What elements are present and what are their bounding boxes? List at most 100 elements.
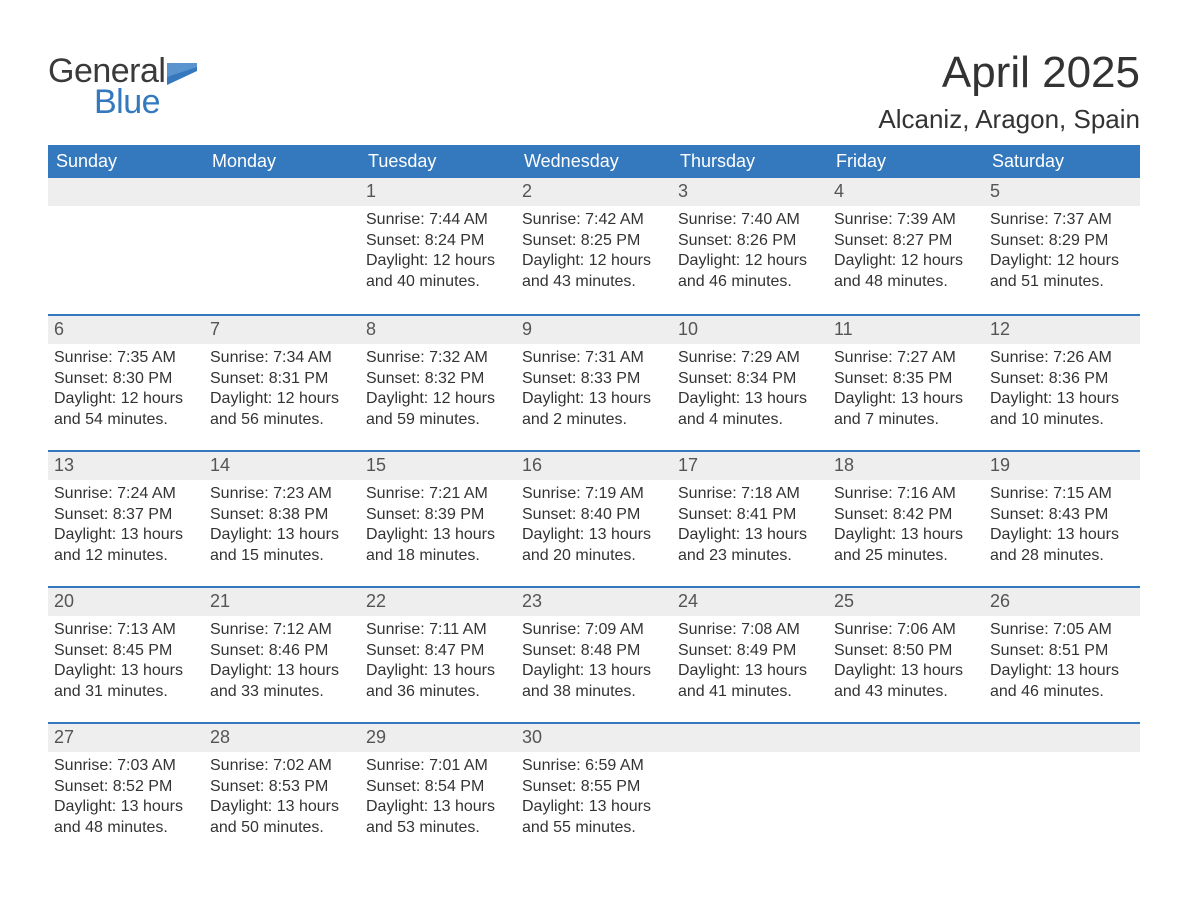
day-header-fri: Friday: [828, 145, 984, 178]
daylight2-line: and 28 minutes.: [990, 546, 1134, 567]
day-number: 25: [834, 591, 854, 611]
calendar-cell: 23Sunrise: 7:09 AMSunset: 8:48 PMDayligh…: [516, 588, 672, 714]
daylight1-line: Daylight: 13 hours: [834, 661, 978, 682]
daynum-row: 22: [360, 588, 516, 616]
calendar-cell: 30 Sunrise: 6:59 AMSunset: 8:55 PMDayligh…: [516, 724, 672, 850]
sunrise-line: Sunrise: 7:01 AM: [366, 756, 510, 777]
daylight1-line: Daylight: 13 hours: [522, 797, 666, 818]
week-row: 27Sunrise: 7:03 AMSunset: 8:52 PMDayligh…: [48, 722, 1140, 850]
daylight1-line: Daylight: 13 hours: [678, 389, 822, 410]
calendar-cell: 12Sunrise: 7:26 AMSunset: 8:36 PMDayligh…: [984, 316, 1140, 442]
daynum-row: 16: [516, 452, 672, 480]
sunset-line: Sunset: 8:39 PM: [366, 505, 510, 526]
sunset-line: Sunset: 8:42 PM: [834, 505, 978, 526]
day-number: 28: [210, 727, 230, 747]
daynum-row: 8: [360, 316, 516, 344]
daylight2-line: and 23 minutes.: [678, 546, 822, 567]
sunset-line: Sunset: 8:40 PM: [522, 505, 666, 526]
sunset-line: Sunset: 8:55 PM: [522, 777, 666, 798]
calendar-cell: [204, 178, 360, 306]
day-number: 15: [366, 455, 386, 475]
daylight1-line: Daylight: 13 hours: [522, 389, 666, 410]
sunrise-line: Sunrise: 7:44 AM: [366, 210, 510, 231]
daynum-row: 25: [828, 588, 984, 616]
calendar-cell: [828, 724, 984, 850]
calendar-cell: 16Sunrise: 7:19 AMSunset: 8:40 PMDayligh…: [516, 452, 672, 578]
sunrise-line: Sunrise: 7:23 AM: [210, 484, 354, 505]
sunset-line: Sunset: 8:51 PM: [990, 641, 1134, 662]
sunrise-line: Sunrise: 7:31 AM: [522, 348, 666, 369]
day-number: 4: [834, 181, 844, 201]
calendar-cell: 1Sunrise: 7:44 AMSunset: 8:24 PMDaylight…: [360, 178, 516, 306]
calendar-cell: 5Sunrise: 7:37 AMSunset: 8:29 PMDaylight…: [984, 178, 1140, 306]
day-number: 12: [990, 319, 1010, 339]
daylight1-line: Daylight: 13 hours: [210, 661, 354, 682]
daylight2-line: and 43 minutes.: [522, 272, 666, 293]
daynum-row: 21: [204, 588, 360, 616]
daynum-row: 13: [48, 452, 204, 480]
daylight1-line: Daylight: 12 hours: [54, 389, 198, 410]
daylight1-line: Daylight: 13 hours: [990, 389, 1134, 410]
calendar-cell: 13Sunrise: 7:24 AMSunset: 8:37 PMDayligh…: [48, 452, 204, 578]
sunrise-line: Sunrise: 7:13 AM: [54, 620, 198, 641]
calendar: Sunday Monday Tuesday Wednesday Thursday…: [48, 145, 1140, 850]
day-number: 30: [522, 727, 542, 747]
calendar-cell: 22Sunrise: 7:11 AMSunset: 8:47 PMDayligh…: [360, 588, 516, 714]
sunset-line: Sunset: 8:37 PM: [54, 505, 198, 526]
daylight1-line: Daylight: 13 hours: [210, 525, 354, 546]
calendar-cell: 18Sunrise: 7:16 AMSunset: 8:42 PMDayligh…: [828, 452, 984, 578]
daynum-row: 26: [984, 588, 1140, 616]
daylight1-line: Daylight: 12 hours: [366, 389, 510, 410]
daylight1-line: Daylight: 13 hours: [990, 661, 1134, 682]
daylight1-line: Daylight: 13 hours: [522, 661, 666, 682]
sunset-line: Sunset: 8:47 PM: [366, 641, 510, 662]
sunrise-line: Sunrise: 7:26 AM: [990, 348, 1134, 369]
sunrise-line: Sunrise: 7:02 AM: [210, 756, 354, 777]
calendar-cell: 21Sunrise: 7:12 AMSunset: 8:46 PMDayligh…: [204, 588, 360, 714]
daynum-row: [48, 178, 204, 206]
week-row: 6Sunrise: 7:35 AMSunset: 8:30 PMDaylight…: [48, 314, 1140, 442]
daylight1-line: Daylight: 13 hours: [834, 525, 978, 546]
daylight2-line: and 50 minutes.: [210, 818, 354, 839]
sunrise-line: Sunrise: 7:34 AM: [210, 348, 354, 369]
flag-icon: [167, 63, 197, 85]
daylight2-line: and 31 minutes.: [54, 682, 198, 703]
daylight1-line: Daylight: 13 hours: [54, 661, 198, 682]
sunrise-line: Sunrise: 7:08 AM: [678, 620, 822, 641]
sunrise-line: Sunrise: 7:27 AM: [834, 348, 978, 369]
day-number: 24: [678, 591, 698, 611]
daylight2-line: and 4 minutes.: [678, 410, 822, 431]
daynum-row: 1: [360, 178, 516, 206]
day-number: 8: [366, 319, 376, 339]
daynum-row: 18: [828, 452, 984, 480]
daylight1-line: Daylight: 13 hours: [990, 525, 1134, 546]
day-number: 11: [834, 319, 853, 339]
sunrise-line: Sunrise: 7:09 AM: [522, 620, 666, 641]
daynum-row: 4: [828, 178, 984, 206]
daynum-row: 12: [984, 316, 1140, 344]
sunrise-line: Sunrise: 6:59 AM: [522, 756, 666, 777]
calendar-cell: 15Sunrise: 7:21 AMSunset: 8:39 PMDayligh…: [360, 452, 516, 578]
daylight1-line: Daylight: 13 hours: [366, 525, 510, 546]
daylight2-line: and 48 minutes.: [54, 818, 198, 839]
calendar-cell: 7Sunrise: 7:34 AMSunset: 8:31 PMDaylight…: [204, 316, 360, 442]
daynum-row: 20: [48, 588, 204, 616]
sunrise-line: Sunrise: 7:06 AM: [834, 620, 978, 641]
daylight1-line: Daylight: 12 hours: [210, 389, 354, 410]
sunset-line: Sunset: 8:38 PM: [210, 505, 354, 526]
day-header-tue: Tuesday: [360, 145, 516, 178]
daynum-row: 2: [516, 178, 672, 206]
calendar-cell: 9Sunrise: 7:31 AMSunset: 8:33 PMDaylight…: [516, 316, 672, 442]
sunrise-line: Sunrise: 7:11 AM: [366, 620, 510, 641]
sunset-line: Sunset: 8:33 PM: [522, 369, 666, 390]
daynum-row: 7: [204, 316, 360, 344]
day-header-wed: Wednesday: [516, 145, 672, 178]
daylight2-line: and 2 minutes.: [522, 410, 666, 431]
day-number: 23: [522, 591, 542, 611]
calendar-cell: 10Sunrise: 7:29 AMSunset: 8:34 PMDayligh…: [672, 316, 828, 442]
day-number: 21: [210, 591, 230, 611]
calendar-cell: 25Sunrise: 7:06 AMSunset: 8:50 PMDayligh…: [828, 588, 984, 714]
calendar-cell: 27Sunrise: 7:03 AMSunset: 8:52 PMDayligh…: [48, 724, 204, 850]
sunset-line: Sunset: 8:26 PM: [678, 231, 822, 252]
day-number: 6: [54, 319, 64, 339]
